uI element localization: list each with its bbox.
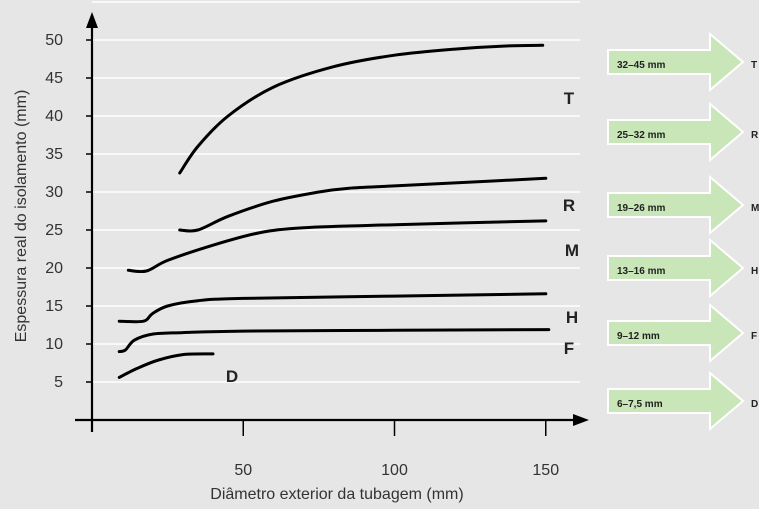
y-tick-label: 5 bbox=[54, 374, 63, 391]
y-tick-label: 35 bbox=[45, 146, 63, 163]
series-label-M: M bbox=[565, 241, 579, 260]
y-tick-label: 25 bbox=[45, 222, 63, 239]
series-curves bbox=[117, 43, 551, 379]
axes bbox=[75, 12, 589, 432]
series-curve-M bbox=[126, 219, 548, 274]
y-tick-label: 50 bbox=[45, 32, 63, 49]
y-axis-label: Espessura real do isolamento (mm) bbox=[13, 90, 30, 343]
y-axis-arrowhead bbox=[86, 12, 98, 28]
range-arrow bbox=[607, 174, 745, 236]
range-arrow bbox=[607, 370, 745, 432]
x-axis-label: Diâmetro exterior da tubagem (mm) bbox=[210, 486, 463, 503]
arrow-range-label: 6–7,5 mm bbox=[617, 399, 663, 410]
arrow-code-label: T bbox=[751, 60, 757, 71]
x-tick-label: 50 bbox=[234, 462, 252, 479]
arrow-code-label: H bbox=[751, 266, 758, 277]
series-labels: T R M HF D bbox=[226, 89, 579, 386]
range-arrow bbox=[607, 101, 745, 163]
range-arrows: 32–45 mm T 25–32 mm R 19–26 mm M 13–16 mm H 9–12… bbox=[607, 31, 759, 432]
arrow-range-label: 25–32 mm bbox=[617, 130, 665, 141]
y-tick-label: 10 bbox=[45, 336, 63, 353]
arrow-range-label: 32–45 mm bbox=[617, 60, 665, 71]
arrow-code-label: R bbox=[751, 130, 759, 141]
series-curve-F bbox=[117, 328, 551, 354]
arrow-code-label: M bbox=[751, 203, 759, 214]
y-tick-label: 30 bbox=[45, 184, 63, 201]
range-arrow bbox=[607, 237, 745, 299]
series-curve-T bbox=[178, 43, 545, 175]
series-label-D: D bbox=[226, 367, 238, 386]
x-axis-arrowhead bbox=[573, 414, 589, 426]
arrow-code-label: D bbox=[751, 399, 758, 410]
gridlines bbox=[92, 1, 580, 383]
arrow-range-label: 13–16 mm bbox=[617, 266, 665, 277]
x-tick-label: 100 bbox=[381, 462, 408, 479]
series-label-R: R bbox=[563, 196, 575, 215]
arrow-range-label: 9–12 mm bbox=[617, 331, 660, 342]
series-label-T: T bbox=[564, 89, 575, 108]
series-curve-H bbox=[117, 292, 548, 324]
series-curve-R bbox=[178, 176, 548, 233]
x-tick-label: 150 bbox=[532, 462, 559, 479]
y-tick-label: 15 bbox=[45, 298, 63, 315]
range-arrow bbox=[607, 31, 745, 93]
series-label-H: H bbox=[566, 308, 578, 327]
series-label-F: F bbox=[564, 339, 574, 358]
y-tick-label: 45 bbox=[45, 70, 63, 87]
y-tick-label: 20 bbox=[45, 260, 63, 277]
tick-marks: 5 10 15 20 25 30 35 40 45 50 50 100 150 bbox=[45, 32, 559, 479]
series-curve-D bbox=[117, 352, 215, 379]
arrow-code-label: F bbox=[751, 331, 757, 342]
y-tick-label: 40 bbox=[45, 108, 63, 125]
arrow-range-label: 19–26 mm bbox=[617, 203, 665, 214]
range-arrow bbox=[607, 302, 745, 364]
